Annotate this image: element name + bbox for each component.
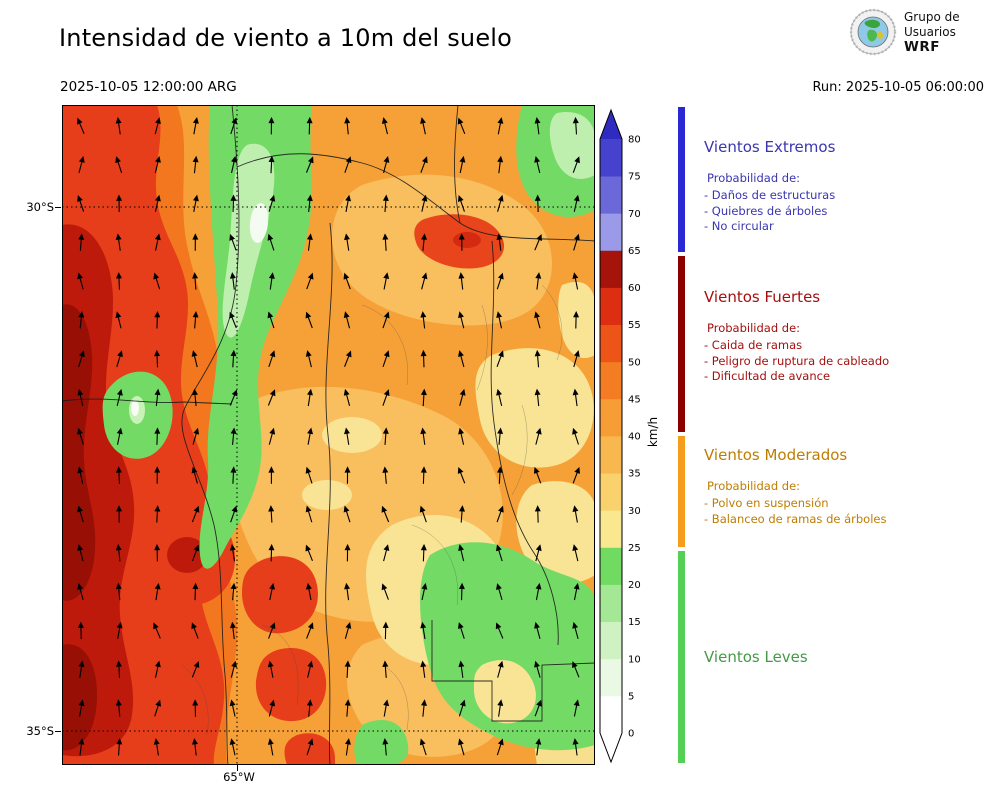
legend-item: - No circular (704, 219, 774, 233)
colorbar: 0 5 10 15 20 25 30 35 40 45 50 55 60 65 70 75 80 (599, 108, 641, 764)
svg-text:10: 10 (628, 654, 641, 665)
legend-section-moderados: Vientos Moderados Probabilidad de: - Pol… (704, 446, 996, 527)
legend-bar-fuertes (678, 256, 685, 432)
legend-title-extremos: Vientos Extremos (704, 138, 836, 156)
legend-bar-extremos (678, 107, 685, 252)
lat-tick-35s: 35°S (26, 724, 54, 738)
legend-title-leves: Vientos Leves (704, 648, 808, 666)
svg-text:75: 75 (628, 172, 641, 183)
legend-subtitle: Probabilidad de: (707, 171, 801, 185)
globe-icon (849, 8, 897, 56)
legend-subtitle: Probabilidad de: (707, 321, 801, 335)
wind-direction-arrows (76, 116, 580, 756)
wind-intensity-map (62, 105, 595, 765)
logo-line-1: Grupo de (904, 9, 960, 24)
department-boundaries (181, 284, 563, 736)
wrf-logo: Grupo de Usuarios WRF (849, 8, 960, 56)
legend-item: - Quiebres de árboles (704, 203, 828, 218)
legend-item: - Balanceo de ramas de árboles (704, 511, 887, 526)
legend-bar-leves (678, 551, 685, 763)
map-frame (62, 105, 595, 765)
svg-text:70: 70 (628, 209, 641, 220)
legend-section-leves: Vientos Leves (704, 648, 996, 681)
lon-tick-65w: 65°W (223, 770, 255, 784)
page-title: Intensidad de viento a 10m del suelo (59, 24, 513, 52)
svg-text:50: 50 (628, 357, 641, 368)
svg-text:15: 15 (628, 617, 641, 628)
svg-text:45: 45 (628, 394, 641, 405)
svg-text:20: 20 (628, 580, 641, 591)
graticule (62, 105, 595, 765)
legend-item: - Dificultad de avance (704, 369, 831, 383)
colorbar-unit-label: km/h (646, 416, 660, 448)
axis-tick (55, 207, 61, 208)
lat-tick-30s: 30°S (26, 200, 54, 214)
legend-bar-moderados (678, 436, 685, 547)
svg-text:0: 0 (628, 729, 634, 740)
legend-title-fuertes: Vientos Fuertes (704, 288, 821, 306)
legend-item: - Daños de estructuras (704, 188, 836, 202)
legend-section-extremos: Vientos Extremos Probabilidad de: - Daño… (704, 138, 996, 235)
svg-text:65: 65 (628, 246, 641, 257)
logo-line-2: Usuarios (904, 24, 956, 39)
valid-datetime: 2025-10-05 12:00:00 ARG (60, 79, 237, 95)
logo-line-3: WRF (904, 38, 941, 55)
legend-item: - Polvo en suspensión (704, 496, 829, 510)
axis-tick (237, 765, 238, 771)
svg-text:35: 35 (628, 469, 641, 480)
svg-text:30: 30 (628, 506, 641, 517)
legend-subtitle: Probabilidad de: (707, 479, 801, 493)
svg-text:60: 60 (628, 283, 641, 294)
legend-item: - Caida de ramas (704, 338, 803, 352)
svg-text:40: 40 (628, 432, 641, 443)
run-datetime: Run: 2025-10-05 06:00:00 (812, 80, 984, 95)
legend-section-fuertes: Vientos Fuertes Probabilidad de: - Caida… (704, 288, 996, 385)
svg-text:55: 55 (628, 320, 641, 331)
axis-tick (55, 731, 61, 732)
legend-title-moderados: Vientos Moderados (704, 446, 848, 464)
legend-item: - Peligro de ruptura de cableado (704, 353, 890, 368)
province-boundaries (62, 105, 595, 765)
svg-text:80: 80 (628, 135, 641, 146)
svg-text:25: 25 (628, 543, 641, 554)
svg-text:5: 5 (628, 691, 634, 702)
logo-text: Grupo de Usuarios WRF (904, 10, 960, 55)
